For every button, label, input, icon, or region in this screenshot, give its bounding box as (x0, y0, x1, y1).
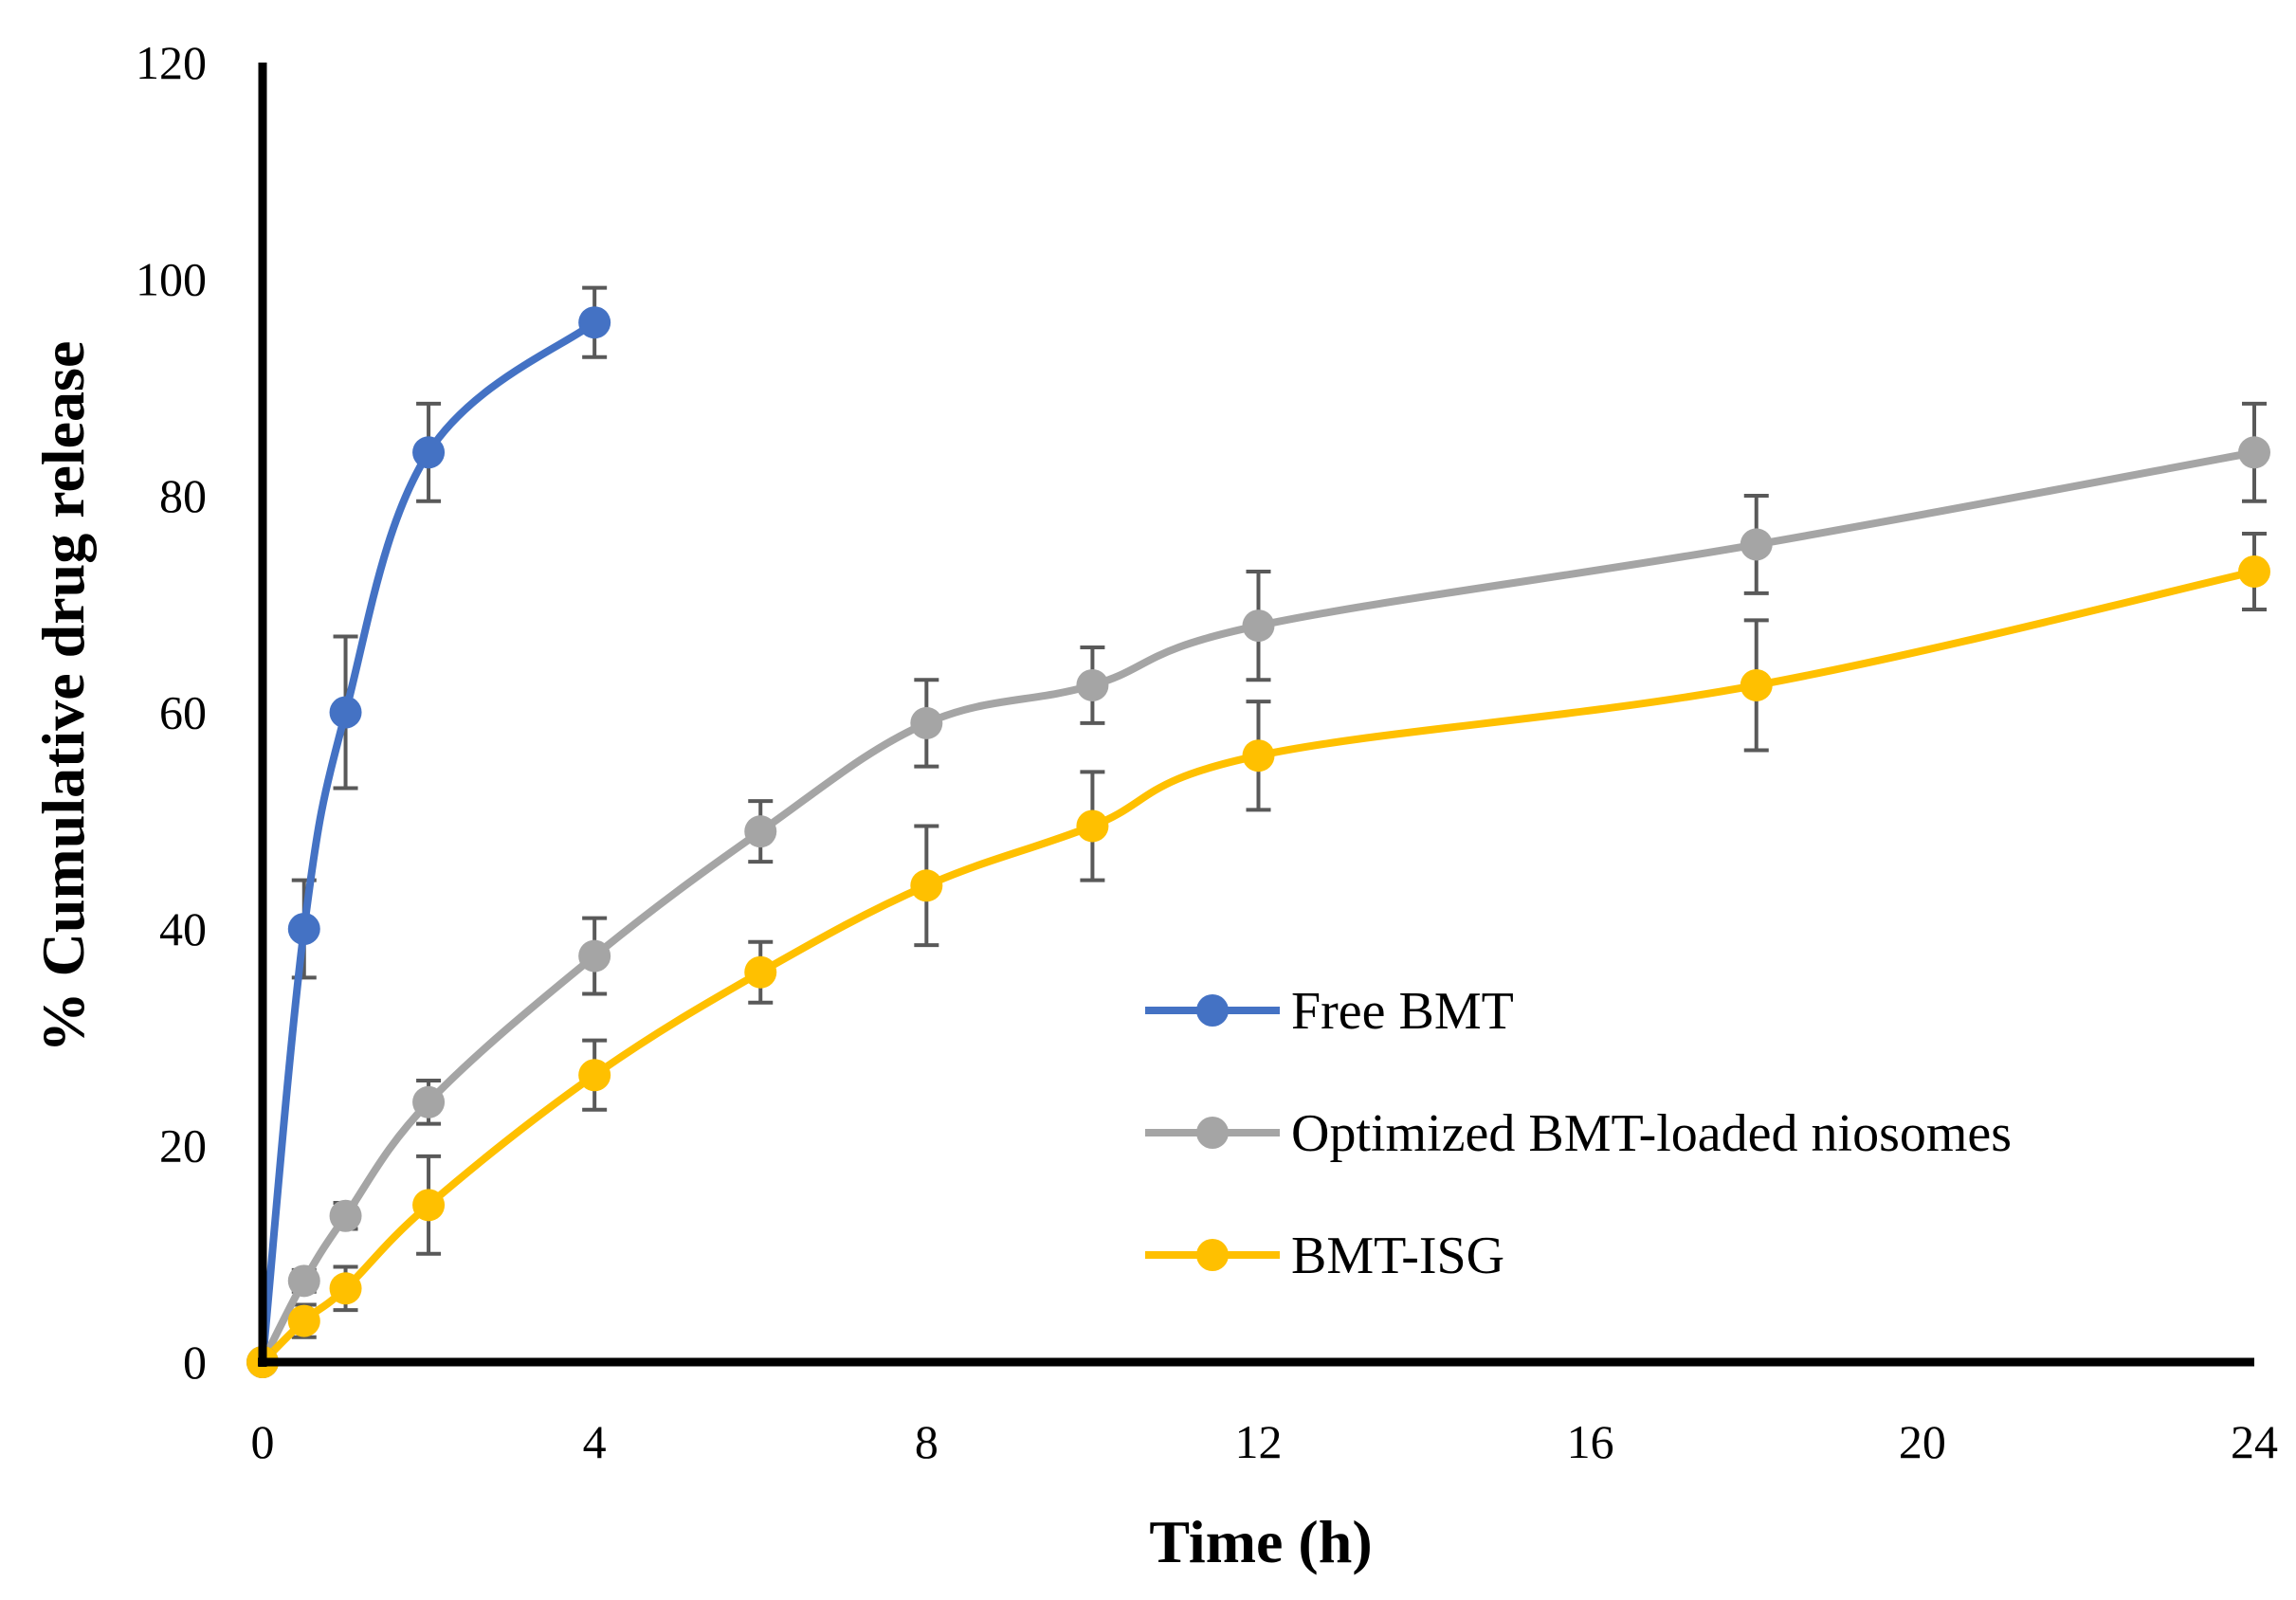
data-point[interactable] (1242, 609, 1275, 643)
data-point[interactable] (2238, 436, 2270, 469)
legend-swatch-marker (1196, 994, 1229, 1027)
x-axis-title: Time (h) (1149, 1508, 1372, 1575)
legend-item[interactable]: BMT-ISG (1145, 1227, 1504, 1285)
y-tick-label: 120 (136, 36, 207, 89)
data-point[interactable] (287, 913, 320, 945)
data-point[interactable] (1740, 668, 1773, 701)
data-point[interactable] (329, 1272, 362, 1305)
data-point[interactable] (2238, 555, 2270, 588)
data-point[interactable] (412, 436, 446, 469)
legend-item[interactable]: Free BMT (1145, 982, 1514, 1041)
x-tick-label: 24 (2231, 1415, 2278, 1468)
y-axis-title: % Cumulative drug release (29, 341, 97, 1053)
y-tick-label: 0 (183, 1336, 207, 1389)
y-tick-label: 80 (159, 469, 207, 522)
data-point[interactable] (578, 939, 611, 973)
x-tick-label: 8 (915, 1415, 938, 1468)
data-point[interactable] (412, 1189, 446, 1222)
axes (258, 63, 2254, 1367)
data-point[interactable] (329, 1199, 362, 1232)
legend-label: Free BMT (1291, 982, 1514, 1041)
legend-item[interactable]: Optimized BMT-loaded niosomes (1145, 1104, 2012, 1163)
data-point[interactable] (578, 1059, 611, 1092)
x-tick-label: 16 (1567, 1415, 1614, 1468)
data-point[interactable] (287, 1304, 320, 1337)
data-point[interactable] (287, 1264, 320, 1298)
data-point[interactable] (1076, 668, 1109, 701)
y-tick-label: 40 (159, 902, 207, 955)
legend-label: BMT-ISG (1291, 1227, 1504, 1285)
data-point[interactable] (329, 696, 362, 729)
x-tick-label: 12 (1235, 1415, 1283, 1468)
x-tick-label: 4 (583, 1415, 607, 1468)
tick-labels: 0 4 8 12 16 20 24 0 20 40 60 80 100 120 (136, 36, 2278, 1468)
series-markers (246, 306, 2270, 1378)
legend-swatch-marker (1196, 1117, 1229, 1149)
legend[interactable]: Free BMT Optimized BMT-loaded niosomes BMT… (1145, 982, 2012, 1285)
data-point[interactable] (744, 815, 777, 848)
y-tick-label: 20 (159, 1119, 207, 1173)
data-point[interactable] (910, 869, 943, 902)
data-point[interactable] (910, 706, 943, 739)
data-point[interactable] (1740, 528, 1773, 561)
y-tick-label: 60 (159, 686, 207, 739)
series-line (260, 568, 2255, 1365)
data-point[interactable] (744, 955, 777, 989)
x-tick-label: 0 (251, 1415, 275, 1468)
legend-swatch-marker (1196, 1239, 1229, 1271)
series-lines (259, 319, 2255, 1365)
y-tick-label: 100 (136, 253, 207, 306)
data-point[interactable] (412, 1085, 446, 1118)
legend-label: Optimized BMT-loaded niosomes (1291, 1104, 2012, 1163)
error-bars (291, 285, 2267, 1339)
data-point[interactable] (1076, 809, 1109, 843)
series-line (259, 448, 2255, 1364)
data-point[interactable] (1242, 739, 1275, 773)
x-tick-label: 20 (1899, 1415, 1946, 1468)
data-point[interactable] (578, 306, 611, 339)
